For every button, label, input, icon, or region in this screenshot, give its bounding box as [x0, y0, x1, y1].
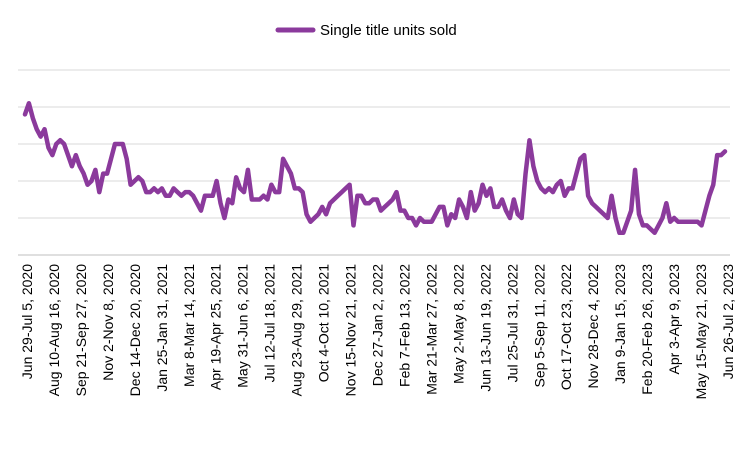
- x-tick-label: Nov 28-Dec 4, 2022: [585, 264, 601, 389]
- x-tick-label: Mar 21-Mar 27, 2022: [423, 264, 439, 395]
- x-tick-label: Sep 5-Sep 11, 2022: [531, 264, 547, 388]
- x-tick-label: Sep 21-Sep 27, 2020: [73, 264, 89, 397]
- x-tick-label: Jun 26-Jul 2, 2023: [720, 264, 736, 379]
- x-tick-label: Dec 14-Dec 20, 2020: [127, 264, 143, 397]
- x-tick-label: May 31-Jun 6, 2021: [235, 264, 251, 388]
- x-tick-label: Jun 13-Jun 19, 2022: [477, 264, 493, 392]
- x-tick-label: Jul 12-Jul 18, 2021: [262, 264, 278, 383]
- x-tick-label: Jul 25-Jul 31, 2022: [504, 264, 520, 383]
- x-tick-label: Apr 19-Apr 25, 2021: [208, 264, 224, 390]
- x-tick-label: Dec 27-Jan 2, 2022: [370, 264, 386, 386]
- x-tick-labels: Jun 29-Jul 5, 2020 Aug 10-Aug 16, 2020 Sep…: [19, 264, 736, 400]
- x-tick-label: Jan 25-Jan 31, 2021: [154, 264, 170, 392]
- x-tick-label: Feb 20-Feb 26, 2023: [639, 264, 655, 395]
- x-tick-label: Aug 10-Aug 16, 2020: [46, 264, 62, 397]
- series-layer: [22, 101, 728, 236]
- series-line-single-title-units-sold: [22, 101, 728, 236]
- x-tick-label: May 2-May 8, 2022: [450, 264, 466, 384]
- legend: Single title units sold: [275, 22, 457, 39]
- x-tick-label: Nov 15-Nov 21, 2021: [343, 264, 359, 397]
- x-tick-label: Nov 2-Nov 8, 2020: [100, 264, 116, 381]
- x-tick-label: Oct 4-Oct 10, 2021: [316, 264, 332, 382]
- legend-label: Single title units sold: [320, 22, 457, 39]
- x-tick-label: Jan 9-Jan 15, 2023: [612, 264, 628, 384]
- x-tick-label: Feb 7-Feb 13, 2022: [397, 264, 413, 387]
- x-tick-label: Oct 17-Oct 23, 2022: [558, 264, 574, 390]
- x-tick-label: Apr 3-Apr 9, 2023: [666, 264, 682, 375]
- x-tick-label: Aug 23-Aug 29, 2021: [289, 264, 305, 397]
- x-tick-label: Mar 8-Mar 14, 2021: [181, 264, 197, 387]
- x-tick-label: Jun 29-Jul 5, 2020: [19, 264, 35, 379]
- x-tick-label: May 15-May 21, 2023: [693, 264, 709, 400]
